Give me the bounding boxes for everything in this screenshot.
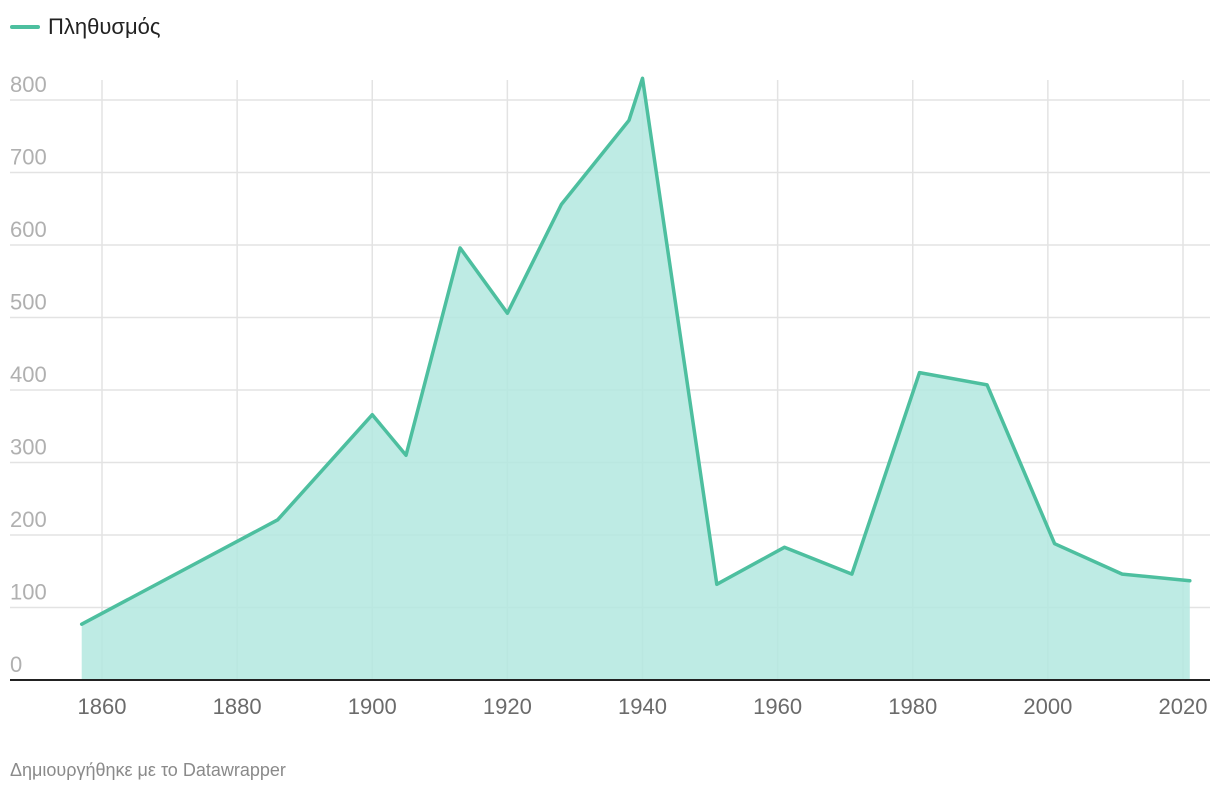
- line-layer: [79, 76, 1192, 626]
- footer-credit: Δημιουργήθηκε με το Datawrapper: [10, 760, 286, 780]
- y-tick-label-600: 600: [10, 217, 47, 242]
- x-tick-label-2000: 2000: [1023, 694, 1072, 719]
- y-tick-label-200: 200: [10, 507, 47, 532]
- y-axis-ticks: 0 100 200 300 400 500 600 700 800: [10, 72, 47, 677]
- x-tick-label-1960: 1960: [753, 694, 802, 719]
- y-tick-label-500: 500: [10, 290, 47, 315]
- y-tick-label-100: 100: [10, 580, 47, 605]
- y-tick-label-800: 800: [10, 72, 47, 97]
- x-tick-label-1860: 1860: [78, 694, 127, 719]
- x-tick-label-2020: 2020: [1159, 694, 1208, 719]
- x-tick-label-1980: 1980: [888, 694, 937, 719]
- legend-label: Πληθυσμός: [48, 14, 161, 39]
- x-tick-label-1900: 1900: [348, 694, 397, 719]
- y-tick-label-300: 300: [10, 435, 47, 460]
- legend: Πληθυσμός: [10, 14, 160, 40]
- x-axis-ticks: 1860 1880 1900 1920 1940 1960 1980 2000 2020: [78, 694, 1208, 719]
- x-tick-label-1880: 1880: [213, 694, 262, 719]
- area-layer: [81, 78, 1190, 681]
- y-tick-label-0: 0: [10, 652, 22, 677]
- y-tick-label-700: 700: [10, 145, 47, 170]
- series-area: [81, 78, 1190, 681]
- y-tick-label-400: 400: [10, 362, 47, 387]
- legend-swatch: [10, 25, 40, 29]
- x-tick-label-1920: 1920: [483, 694, 532, 719]
- x-tick-label-1940: 1940: [618, 694, 667, 719]
